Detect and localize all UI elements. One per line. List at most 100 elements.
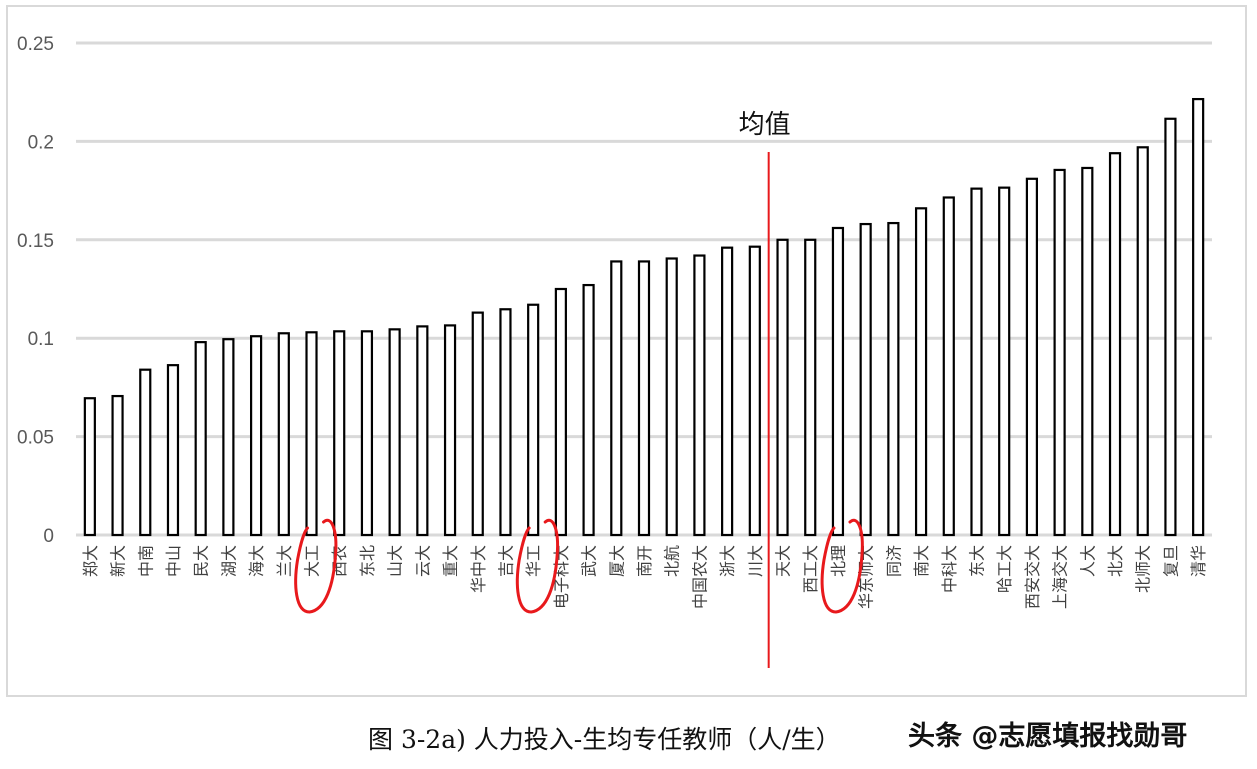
svg-text:北航: 北航 [663, 545, 682, 577]
svg-text:湖大: 湖大 [219, 545, 238, 577]
bar [1025, 177, 1039, 537]
svg-text:郑大: 郑大 [81, 545, 100, 577]
bar [111, 394, 124, 537]
svg-text:海大: 海大 [247, 545, 266, 577]
svg-text:复旦: 复旦 [1161, 545, 1180, 577]
bar [721, 246, 734, 537]
bar [416, 325, 429, 537]
y-tick-label: 0.25 [17, 34, 54, 55]
x-tick-label: 华工 [524, 545, 543, 577]
x-tick-label: 浙大 [718, 545, 737, 577]
red-circle-annotation [820, 518, 864, 614]
x-tick-label: 北理 [829, 545, 848, 577]
bar [139, 368, 152, 537]
svg-text:云大: 云大 [413, 545, 432, 577]
x-tick-label: 人大 [1078, 545, 1097, 577]
bar [665, 257, 678, 537]
x-tick-label: 重大 [441, 545, 460, 577]
x-axis-labels: 郑大 新大 中南 中山 民大 湖大 海大 兰大 大工 西农 东北 山大 云大 重大 华中大 吉大 华工 电子科大武… [81, 545, 1208, 609]
y-tick-label: 0 [43, 526, 54, 547]
bar-chart: 0 0.05 0.1 0.15 0.2 0.25 郑大 新大 中南 中山 民大 湖大 海大 兰大 大工 西农… [17, 34, 1212, 668]
svg-text:东大: 东大 [967, 545, 986, 577]
x-tick-label: 上海交大 [1051, 545, 1070, 609]
svg-text:华工: 华工 [524, 545, 543, 577]
red-circle-annotation [294, 518, 338, 614]
svg-text:川大: 川大 [746, 545, 765, 577]
x-tick-label: 南开 [635, 545, 654, 577]
svg-text:南大: 南大 [912, 545, 931, 577]
x-tick-label: 中山 [164, 545, 183, 577]
x-tick-label: 民大 [192, 545, 211, 577]
x-tick-label: 厦大 [607, 545, 626, 577]
x-tick-label: 华中大 [469, 545, 488, 593]
bar [831, 226, 845, 537]
x-tick-label: 中国农大 [690, 545, 709, 609]
chart-frame [6, 5, 1247, 697]
bar [998, 186, 1011, 537]
svg-text:武大: 武大 [580, 545, 599, 577]
y-axis-ticks: 0 0.05 0.1 0.15 0.2 0.25 [17, 34, 54, 547]
x-tick-label: 新大 [109, 545, 128, 577]
svg-text:天大: 天大 [774, 545, 793, 577]
y-tick-label: 0.15 [17, 231, 54, 252]
svg-text:中科大: 中科大 [940, 545, 959, 593]
svg-text:民大: 民大 [192, 545, 211, 577]
bars [83, 97, 1205, 537]
mean-label: 均值 [739, 110, 791, 140]
x-tick-label: 东大 [967, 545, 986, 577]
bar [942, 196, 955, 537]
svg-text:中国农大: 中国农大 [690, 545, 709, 609]
bar [388, 328, 401, 537]
bar [887, 221, 900, 537]
bar [499, 308, 512, 537]
bar [1108, 152, 1122, 537]
svg-text:哈工大: 哈工大 [995, 545, 1014, 593]
bar [305, 331, 318, 537]
bar [582, 283, 595, 537]
svg-text:西工大: 西工大 [801, 545, 820, 593]
svg-text:山大: 山大 [386, 545, 405, 577]
x-tick-label: 云大 [413, 545, 432, 577]
x-tick-label: 武大 [580, 545, 599, 577]
bar [693, 254, 706, 537]
bar [1136, 146, 1149, 537]
bar [83, 397, 96, 537]
watermark: 头条 @志愿填报找勋哥 [908, 721, 1188, 752]
x-tick-label: 山大 [386, 545, 405, 577]
y-tick-label: 0.1 [28, 329, 54, 350]
x-tick-label: 天大 [774, 545, 793, 577]
gridlines [76, 41, 1212, 537]
bar [527, 303, 540, 537]
bar [914, 207, 928, 537]
bar [554, 287, 567, 537]
bar [1053, 168, 1066, 537]
x-tick-label: 兰大 [275, 545, 294, 577]
svg-text:新大: 新大 [109, 545, 128, 577]
svg-text:华中大: 华中大 [469, 545, 488, 593]
svg-text:北理: 北理 [829, 545, 848, 577]
svg-text:兰大: 兰大 [275, 545, 294, 577]
bar [859, 222, 872, 537]
bar [748, 245, 761, 537]
bar [610, 260, 623, 537]
x-tick-label: 南大 [912, 545, 931, 577]
bar [222, 338, 235, 537]
bar [776, 238, 789, 537]
bar [1192, 97, 1205, 537]
bar [277, 332, 290, 537]
svg-text:吉大: 吉大 [496, 545, 515, 577]
bar [471, 311, 484, 537]
x-tick-label: 清华 [1189, 545, 1208, 577]
svg-text:大工: 大工 [303, 545, 322, 577]
x-tick-label: 吉大 [496, 545, 515, 577]
svg-text:西安交大: 西安交大 [1023, 545, 1042, 609]
x-tick-label: 郑大 [81, 545, 100, 577]
annotations: 均值 [294, 110, 864, 668]
red-circle-annotation [515, 518, 560, 614]
x-tick-label: 湖大 [219, 545, 238, 577]
figure-caption: 图 3-2a) 人力投入-生均专任教师（人/生） [368, 725, 841, 754]
y-tick-label: 0.2 [28, 132, 54, 153]
x-tick-label: 东北 [358, 545, 377, 577]
x-tick-label: 中科大 [940, 545, 959, 593]
x-tick-label: 中南 [136, 545, 155, 577]
